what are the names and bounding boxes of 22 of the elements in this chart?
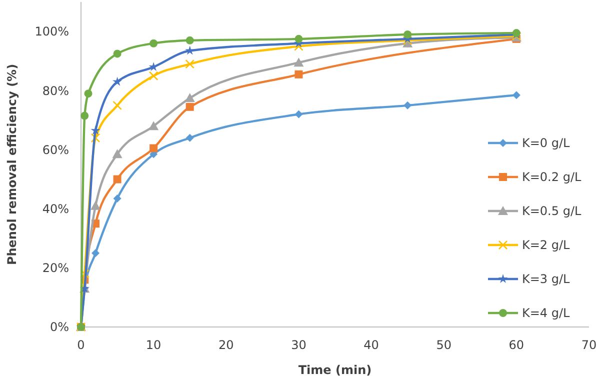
x-tick-label: 50 (436, 338, 452, 352)
x-tick-label: 60 (508, 338, 524, 352)
y-tick-label: 60% (42, 142, 69, 157)
x-tick-label: 20 (218, 338, 234, 352)
legend-label: K=0 g/L (522, 136, 570, 150)
x-tick-label: 0 (77, 338, 85, 352)
legend-label: K=0.2 g/L (522, 170, 582, 184)
x-tick-label: 70 (581, 338, 597, 352)
y-tick-label: 20% (42, 261, 69, 276)
x-tick-label: 10 (146, 338, 162, 352)
legend-label: K=4 g/L (522, 306, 570, 320)
legend-label: K=3 g/L (522, 272, 570, 286)
x-tick-label: 30 (291, 338, 306, 352)
y-tick-label: 80% (42, 84, 69, 98)
legend-label: K=0.5 g/L (522, 204, 582, 218)
y-axis-title: Phenol removal efficiency (%) (5, 64, 19, 266)
x-tick-label: 40 (364, 338, 379, 352)
y-tick-label: 100% (34, 24, 69, 39)
y-tick-label: 40% (42, 202, 69, 216)
legend-label: K=2 g/L (522, 238, 570, 252)
y-tick-label: 0% (50, 320, 69, 334)
x-axis-title: Time (min) (298, 363, 372, 377)
